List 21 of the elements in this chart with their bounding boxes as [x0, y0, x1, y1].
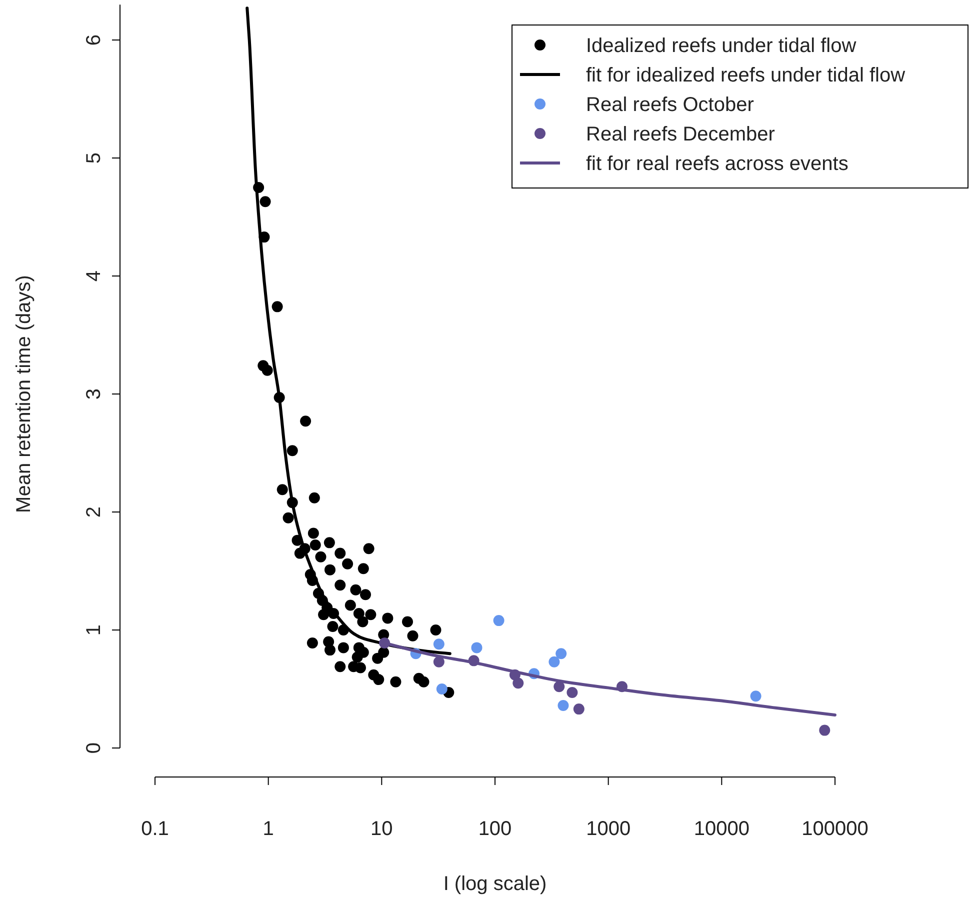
y-tick-label: 3: [83, 388, 105, 400]
legend-label: fit for real reefs across events: [586, 153, 848, 175]
x-tick-label: 10000: [694, 818, 750, 840]
y-tick-label: 0: [83, 742, 105, 754]
x-axis-title: I (log scale): [443, 873, 547, 895]
legend-label: Real reefs December: [586, 124, 776, 146]
y-axis-title: Mean retention time (days): [13, 275, 35, 513]
y-tick-label: 2: [83, 506, 105, 518]
y-tick-label: 4: [83, 270, 105, 282]
x-tick-label: 1000: [586, 818, 631, 840]
y-tick-label: 1: [83, 624, 105, 636]
legend-label: Real reefs October: [586, 94, 754, 116]
legend-label: Idealized reefs under tidal flow: [586, 35, 857, 57]
legend-label: fit for idealized reefs under tidal flow: [586, 64, 906, 86]
y-tick-label: 5: [83, 152, 105, 164]
x-tick-label: 100: [478, 818, 512, 840]
x-tick-label: 0.1: [141, 818, 169, 840]
x-tick-label: 100000: [802, 818, 868, 840]
x-tick-label: 1: [262, 818, 274, 840]
y-tick-label: 6: [83, 34, 105, 46]
x-tick-label: 10: [370, 818, 393, 840]
